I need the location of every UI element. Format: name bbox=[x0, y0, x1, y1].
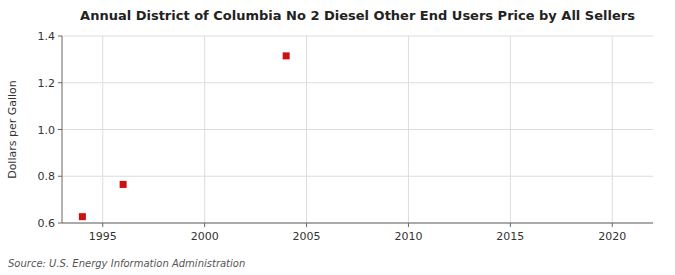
y-tick-label: 0.6 bbox=[38, 217, 56, 230]
y-tick bbox=[58, 176, 62, 177]
y-tick-label: 0.8 bbox=[38, 170, 56, 183]
x-tick bbox=[204, 223, 205, 227]
y-grid-line bbox=[62, 82, 653, 83]
point bbox=[79, 213, 86, 220]
point bbox=[120, 181, 127, 188]
x-tick-label: 2010 bbox=[394, 230, 422, 243]
x-tick-label: 2000 bbox=[191, 230, 219, 243]
source-note: Source: U.S. Energy Information Administ… bbox=[8, 258, 245, 269]
y-grid-line bbox=[62, 223, 653, 224]
y-tick bbox=[58, 129, 62, 130]
y-grid-line bbox=[62, 129, 653, 130]
x-tick-label: 2015 bbox=[496, 230, 524, 243]
x-tick bbox=[408, 223, 409, 227]
y-tick-label: 1.4 bbox=[38, 30, 56, 43]
title: Annual District of Columbia No 2 Diesel … bbox=[80, 8, 635, 23]
x-tick bbox=[510, 223, 511, 227]
x-tick-label: 1995 bbox=[89, 230, 117, 243]
x-tick bbox=[306, 223, 307, 227]
y-axis-label: Dollars per Gallon bbox=[6, 80, 19, 179]
chart-container: 1995 2000 2005 2010 2015 2020 0.6 0.8 1.0 1.2 1.4 A… bbox=[0, 0, 675, 275]
x-tick bbox=[612, 223, 613, 227]
y-tick bbox=[58, 82, 62, 83]
y-tick bbox=[58, 36, 62, 37]
page: {"chart_data": {"type": "scatter", "titl… bbox=[0, 0, 675, 275]
y-tick bbox=[58, 223, 62, 224]
x-tick bbox=[102, 223, 103, 227]
y-tick-label: 1.2 bbox=[38, 77, 56, 90]
point bbox=[283, 52, 290, 59]
grid bbox=[62, 36, 653, 223]
points bbox=[79, 52, 290, 220]
chart-svg: 1995 2000 2005 2010 2015 2020 0.6 0.8 1.0 1.2 1.4 A… bbox=[0, 0, 675, 275]
x-tick-label: 2005 bbox=[293, 230, 321, 243]
y-grid-line bbox=[62, 36, 653, 37]
axes: 1995 2000 2005 2010 2015 2020 0.6 0.8 1.0 1.2 1.4 bbox=[38, 30, 654, 243]
x-axis-line bbox=[62, 223, 653, 224]
x-tick-label: 2020 bbox=[598, 230, 626, 243]
y-axis-line bbox=[62, 36, 63, 223]
y-tick-label: 1.0 bbox=[38, 124, 56, 137]
y-grid-line bbox=[62, 176, 653, 177]
